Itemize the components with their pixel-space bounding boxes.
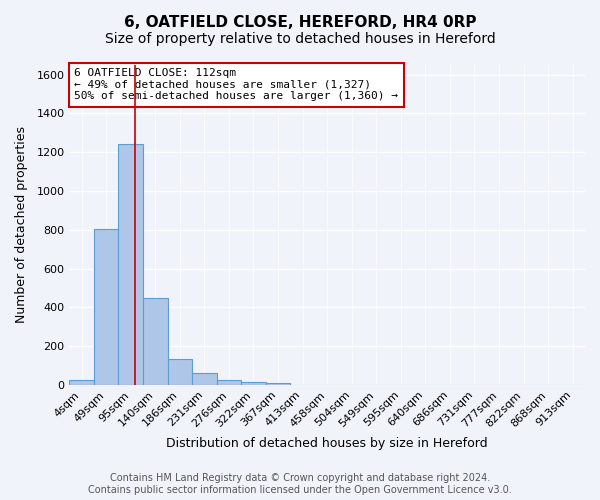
Y-axis label: Number of detached properties: Number of detached properties bbox=[15, 126, 28, 324]
Bar bbox=[167, 358, 192, 385]
Bar bbox=[192, 373, 217, 385]
Text: Size of property relative to detached houses in Hereford: Size of property relative to detached ho… bbox=[104, 32, 496, 46]
Text: 6 OATFIELD CLOSE: 112sqm
← 49% of detached houses are smaller (1,327)
50% of sem: 6 OATFIELD CLOSE: 112sqm ← 49% of detach… bbox=[74, 68, 398, 102]
Bar bbox=[70, 380, 94, 385]
Bar bbox=[217, 380, 241, 385]
Bar bbox=[94, 229, 118, 385]
Bar bbox=[266, 382, 290, 385]
Text: 6, OATFIELD CLOSE, HEREFORD, HR4 0RP: 6, OATFIELD CLOSE, HEREFORD, HR4 0RP bbox=[124, 15, 476, 30]
Text: Contains HM Land Registry data © Crown copyright and database right 2024.
Contai: Contains HM Land Registry data © Crown c… bbox=[88, 474, 512, 495]
Bar bbox=[143, 298, 167, 385]
Bar bbox=[118, 144, 143, 385]
X-axis label: Distribution of detached houses by size in Hereford: Distribution of detached houses by size … bbox=[166, 437, 488, 450]
Bar bbox=[241, 382, 266, 385]
